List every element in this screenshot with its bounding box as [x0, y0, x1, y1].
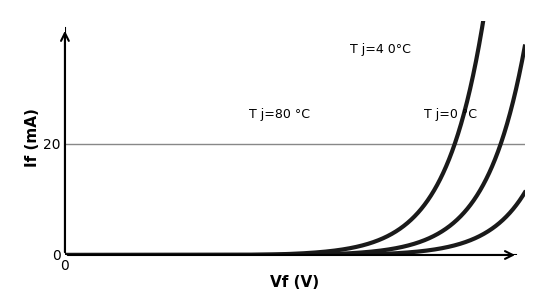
Text: T j=80 °C: T j=80 °C	[249, 108, 310, 121]
Y-axis label: If (mA): If (mA)	[25, 109, 41, 167]
Text: T j=0 °C: T j=0 °C	[424, 108, 477, 121]
Text: T j=4 0°C: T j=4 0°C	[350, 43, 411, 56]
X-axis label: Vf (V): Vf (V)	[270, 274, 319, 290]
